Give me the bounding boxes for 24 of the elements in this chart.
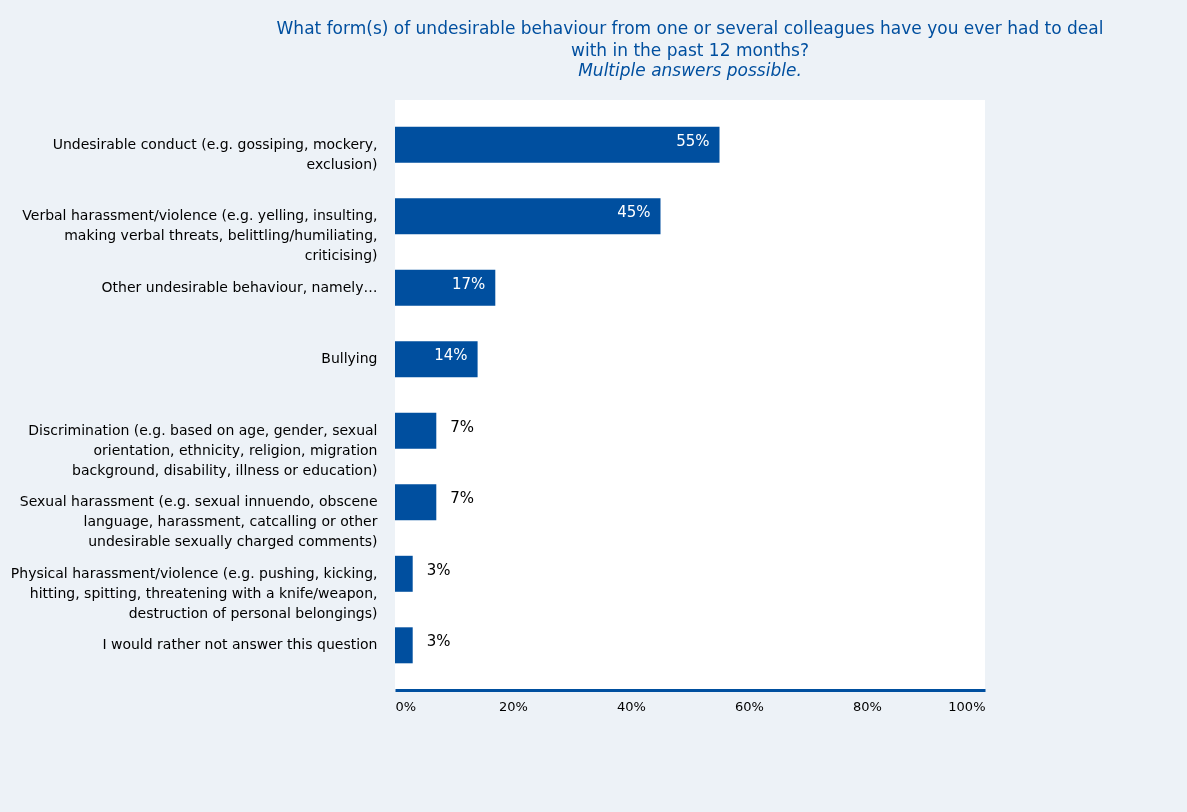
data-label: 17% <box>451 274 486 293</box>
y-tick-label: Verbal harassment/violence (e.g. yelling, insulting, making verbal threats, belittling/humiliating, criticising) <box>22 207 378 264</box>
data-label: 3% <box>426 632 451 651</box>
y-tick-label: Sexual harassment (e.g. sexual innuendo, obscene language, harassment, catcalling or other undesirable sexually charged comments) <box>19 493 378 550</box>
x-tick-label: 40% <box>617 698 646 714</box>
x-tick-label: 80% <box>853 698 882 714</box>
y-tick-label: Discrimination (e.g. based on age, gender, sexual orientation, ethnicity, religion, migration background, disability, illness or education) <box>28 421 378 478</box>
data-label: 3% <box>426 560 451 579</box>
chart-subtitle: Multiple answers possible. <box>578 60 802 80</box>
data-label: 55% <box>676 131 710 150</box>
y-tick-label: I would rather not answer this question <box>102 636 378 653</box>
data-label: 7% <box>450 489 475 508</box>
y-tick-label: Bullying <box>321 350 378 367</box>
data-label: 45% <box>617 203 651 222</box>
y-tick-label: Other undesirable behaviour, namely… <box>101 278 378 295</box>
x-tick-label: 20% <box>499 698 528 714</box>
chart-title: What form(s) of undesirable behaviour from one or several colleagues have you ever had to deal with in the past 12 months? <box>276 18 1104 60</box>
data-label: 7% <box>450 417 475 436</box>
y-tick-label: Undesirable conduct (e.g. gossiping, mockery, exclusion) <box>52 135 378 172</box>
x-tick-label: 100% <box>948 698 986 714</box>
y-tick-label: Physical harassment/violence (e.g. pushing, kicking, hitting, spitting, threatening with a knife/weapon, destruction of personal belongings) <box>10 564 378 621</box>
data-label: 14% <box>434 346 468 365</box>
x-tick-label: 0% <box>395 698 417 714</box>
x-tick-label: 60% <box>735 698 764 714</box>
